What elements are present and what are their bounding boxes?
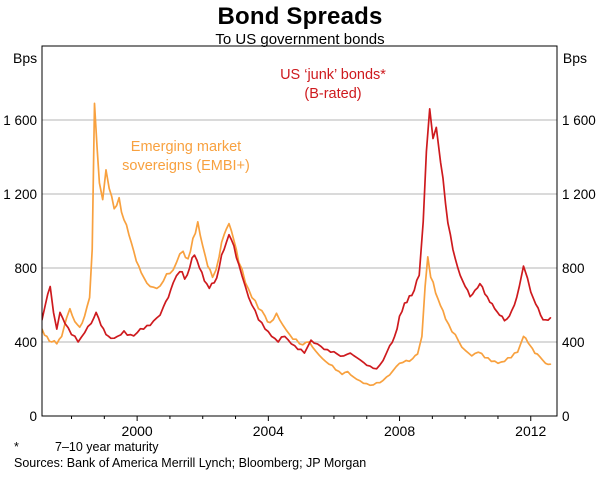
y-axis-unit-left: Bps [13, 50, 38, 66]
y-tick-label-right: 400 [562, 335, 585, 350]
sources-line: Sources: Bank of America Merrill Lynch; … [14, 456, 367, 470]
footnote-text: 7–10 year maturity [55, 440, 159, 454]
junk-bonds-annotation-line2: (B-rated) [304, 86, 362, 102]
x-tick-label: 2012 [515, 423, 546, 439]
embi-annotation-line1: Emerging market [130, 139, 242, 155]
junk-bonds-annotation: US ‘junk’ bonds* (B-rated) [248, 66, 418, 104]
embi-series-line [42, 102, 552, 387]
y-axis-unit-right: Bps [562, 50, 587, 66]
y-tick-label-left: 800 [14, 261, 37, 276]
chart-subtitle: To US government bonds [215, 31, 385, 48]
x-tick-label: 2004 [253, 423, 284, 439]
footnote-asterisk: * [14, 440, 19, 454]
junk-bonds-annotation-line1: US ‘junk’ bonds* [280, 67, 386, 83]
y-tick-label-left: 0 [29, 409, 37, 424]
y-tick-label-left: 400 [14, 335, 37, 350]
us_junk-series-line [42, 108, 552, 370]
y-tick-label-left: 1 200 [3, 187, 37, 202]
x-tick-label: 2008 [384, 423, 415, 439]
y-tick-label-right: 800 [562, 261, 585, 276]
y-tick-label-left: 1 600 [3, 113, 37, 128]
y-tick-label-right: 1 200 [562, 187, 596, 202]
embi-annotation-line2: sovereigns (EMBI+) [122, 158, 250, 174]
y-tick-label-right: 0 [562, 409, 570, 424]
x-tick-label: 2000 [122, 423, 153, 439]
chart-title: Bond Spreads [217, 3, 383, 30]
embi-annotation: Emerging market sovereigns (EMBI+) [96, 138, 276, 176]
plot-frame [41, 45, 558, 417]
y-tick-label-right: 1 600 [562, 113, 596, 128]
